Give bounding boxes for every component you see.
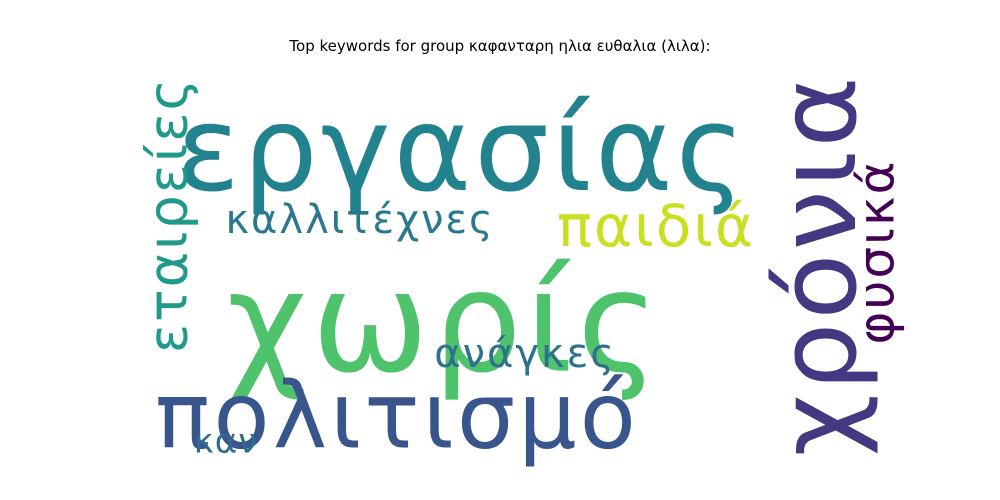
word-4: εταιρείες	[137, 77, 200, 353]
word-7: καλλιτέχνες	[225, 197, 494, 243]
word-6: παιδιά	[557, 192, 755, 260]
word-8: ανάγκες	[434, 331, 615, 377]
word-2: πολιτισμό	[155, 362, 639, 469]
word-0: εργασίας	[176, 80, 748, 218]
figure-title: Top keywords for group καφανταρη ηλια ευ…	[289, 37, 711, 55]
word-9: καν	[194, 422, 258, 462]
word-5: φυσικά	[848, 160, 906, 345]
word-1: χωρίς	[227, 242, 664, 405]
word-3: χρόνια	[756, 73, 881, 456]
